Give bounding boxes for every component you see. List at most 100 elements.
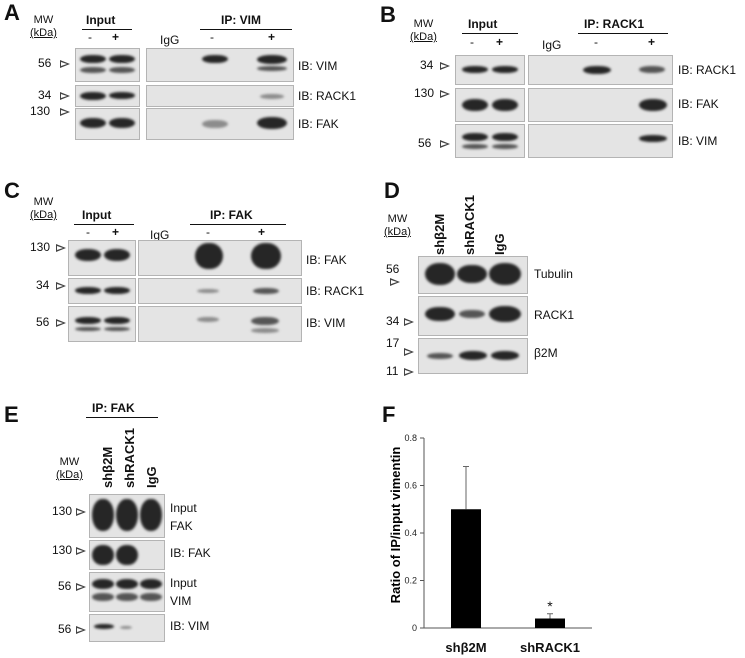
panel-b-marker-56: 56	[418, 136, 432, 150]
panel-a-ib-vim: IB: VIM	[298, 59, 338, 73]
kda-label: (kDa)	[56, 469, 83, 481]
panel-d-blot-rack1	[418, 296, 528, 336]
panel-b-ib-fak: IB: FAK	[678, 97, 719, 111]
marker-arrow-icon	[60, 60, 70, 68]
panel-d-ib-rack1: RACK1	[534, 308, 575, 322]
panel-f-letter: F	[382, 402, 396, 427]
marker-arrow-icon	[440, 62, 450, 70]
panel-d-ib-b2m: β2M	[534, 346, 558, 360]
panel-f-bar-1	[535, 618, 565, 628]
panel-a-ip-rule	[200, 29, 292, 30]
marker-arrow-icon	[404, 318, 414, 326]
panel-a-blot-rack1-ip	[146, 85, 294, 107]
panel-b-letter: B	[380, 2, 396, 27]
marker-arrow-icon	[60, 92, 70, 100]
panel-f-bars: *	[451, 466, 565, 628]
panel-d-lane-shb2m: shβ2M	[432, 213, 447, 255]
marker-arrow-icon	[404, 368, 414, 376]
panel-b-plus-2: +	[648, 35, 656, 49]
panel-e-marker-56b: 56	[58, 622, 72, 636]
panel-a-marker-34: 34	[38, 88, 52, 102]
panel-c-letter: C	[4, 178, 20, 203]
panel-d-marker-56: 56	[386, 262, 400, 276]
panel-a-ip-header: IP: VIM	[221, 13, 262, 27]
panel-a-letter: A	[4, 0, 20, 25]
panel-a-minus-1: -	[88, 30, 92, 44]
mw-label: MW	[387, 213, 408, 225]
panel-c-marker-130: 130	[30, 240, 51, 254]
panel-f-significance-1: *	[547, 598, 553, 614]
panel-d-lane-shrack1: shRACK1	[462, 195, 477, 255]
panel-d-mw-label: MW (kDa)	[384, 213, 411, 239]
panel-c-blot-fak-ip	[138, 240, 302, 276]
panel-c-ib-vim: IB: VIM	[306, 316, 346, 330]
panel-a-marker-56: 56	[38, 56, 52, 70]
panel-e-ib-input-fak-line1: Input	[170, 501, 197, 515]
panel-b-ib-vim: IB: VIM	[678, 134, 718, 148]
panel-b-mw-label: MW (kDa)	[410, 18, 437, 44]
panel-b-marker-34: 34	[420, 58, 434, 72]
panel-b-igg: IgG	[542, 38, 562, 52]
marker-arrow-icon	[76, 508, 86, 516]
panel-e-lane-shrack1: shRACK1	[122, 428, 137, 488]
panel-e-ib-vim: IB: VIM	[170, 619, 210, 633]
panel-d-lane-igg: IgG	[492, 233, 507, 255]
panel-b-marker-130: 130	[414, 86, 435, 100]
panel-c-ip-rule	[190, 224, 286, 225]
panel-f-xtick-label-0: shβ2M	[445, 640, 486, 655]
panel-d-letter: D	[384, 178, 400, 203]
panel-e-blot-ib-vim	[89, 614, 165, 642]
panel-a-ib-rack1: IB: RACK1	[298, 89, 357, 103]
panel-c-minus-2: -	[206, 225, 210, 239]
panel-e-ib-fak: IB: FAK	[170, 546, 211, 560]
panel-c-blot-rack1-input	[68, 278, 136, 304]
panel-f-axes: 0 0.2 0.4 0.6 0.8	[404, 433, 592, 633]
kda-label: (kDa)	[384, 226, 411, 238]
panel-c-ib-rack1: IB: RACK1	[306, 284, 365, 298]
panel-b-input-header: Input	[468, 17, 498, 31]
mw-label: MW	[33, 14, 54, 26]
kda-label: (kDa)	[410, 31, 437, 43]
marker-arrow-icon	[76, 547, 86, 555]
panel-c-blot-vim-input	[68, 306, 136, 342]
panel-b-ip-rule	[578, 33, 668, 34]
marker-arrow-icon	[76, 626, 86, 634]
panel-d-marker-17: 17	[386, 336, 400, 350]
panel-a-plus-2: +	[268, 30, 276, 44]
mw-label: MW	[59, 456, 80, 468]
panel-e-ip-rule	[86, 417, 158, 418]
panel-f-xtick-label-1: shRACK1	[520, 640, 580, 655]
panel-d-blot-tubulin	[418, 256, 528, 294]
panel-c-ib-fak: IB: FAK	[306, 253, 347, 267]
panel-e-blot-input-vim	[89, 572, 165, 612]
panel-e-lane-igg: IgG	[144, 466, 159, 488]
marker-arrow-icon	[76, 583, 86, 591]
panel-e-blot-ib-fak	[89, 540, 165, 570]
panel-c-blot-rack1-ip	[138, 278, 302, 304]
mw-label: MW	[413, 18, 434, 30]
mw-label: MW	[33, 196, 54, 208]
panel-c-marker-34: 34	[36, 278, 50, 292]
panel-d-marker-34: 34	[386, 314, 400, 328]
panel-c-input-header: Input	[82, 208, 112, 222]
marker-arrow-icon	[56, 282, 66, 290]
panel-f-ytick-label: 0.2	[404, 576, 417, 586]
panel-c-mw-label: MW (kDa)	[30, 196, 57, 222]
panel-a-blot-rack1-input	[75, 85, 140, 107]
panel-c-ip-header: IP: FAK	[210, 208, 253, 222]
panel-f-ytick-label: 0	[412, 623, 417, 633]
panel-e-lane-shb2m: shβ2M	[100, 446, 115, 488]
panel-e-ib-input-vim-line1: Input	[170, 576, 197, 590]
panel-b-ip-header: IP: RACK1	[584, 17, 645, 31]
panel-a-mw-label: MW (kDa)	[30, 14, 57, 40]
panel-c-igg: IgG	[150, 228, 170, 242]
panel-b-blot-fak-input	[455, 88, 525, 122]
panel-e-marker-56a: 56	[58, 579, 72, 593]
marker-arrow-icon	[56, 319, 66, 327]
panel-a-input-rule	[82, 29, 132, 30]
panel-e-blot-input-fak	[89, 494, 165, 538]
panel-d-marker-11: 11	[386, 364, 399, 378]
panel-a-blot-fak-input	[75, 108, 140, 140]
panel-b-input-rule	[462, 33, 518, 34]
panel-b-blot-vim-ip	[528, 124, 673, 158]
